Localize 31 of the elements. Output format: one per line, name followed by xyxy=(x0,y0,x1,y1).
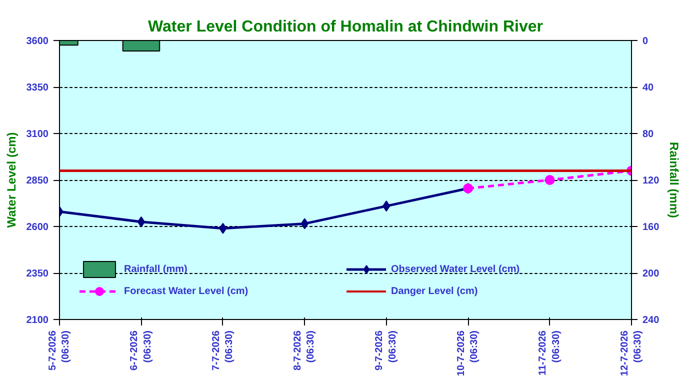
y2-tick-label: 200 xyxy=(642,268,660,280)
y-tick-label: 3100 xyxy=(26,129,49,140)
x-tick-label: 9-7-2026 (06:30) xyxy=(374,330,398,371)
legend-label: Observed Water Level (cm) xyxy=(391,264,521,274)
chart-title: Water Level Condition of Homalin at Chindwin River xyxy=(148,18,543,36)
y2-tick-label: 160 xyxy=(642,222,660,233)
legend-label: Forecast Water Level (cm) xyxy=(124,286,250,296)
y2-tick-label: 240 xyxy=(642,315,660,326)
x-tick-label: 10-7-2026 (06:30) xyxy=(456,330,480,376)
y2-tick-label: 0 xyxy=(642,36,648,47)
y-axis-title: Water Level (cm) xyxy=(4,132,18,228)
y-tick-label: 3600 xyxy=(26,36,49,47)
y-tick-label: 2850 xyxy=(26,176,49,186)
y-tick-label: 2100 xyxy=(26,315,49,326)
x-tick-label: 12-7-2026 (06:30) xyxy=(619,330,644,376)
x-tick-label: 8-7-2026 (06:30) xyxy=(292,330,317,371)
x-tick-label: 6-7-2026 (06:30) xyxy=(129,330,154,371)
x-tick-label: 5-7-2026 (06:30) xyxy=(47,330,72,371)
y-tick-label: 2600 xyxy=(26,222,49,233)
legend-label: Danger Level (cm) xyxy=(391,286,479,296)
y2-tick-label: 120 xyxy=(642,176,660,186)
y2-tick-label: 40 xyxy=(642,82,654,94)
point xyxy=(137,216,146,228)
point xyxy=(544,175,555,185)
x-tick-label: 7-7-2026 (06:30) xyxy=(210,330,236,371)
y2-tick-label: 80 xyxy=(642,129,654,140)
y-tick-label: 3350 xyxy=(26,82,49,94)
y-tick-label: 2350 xyxy=(26,268,49,280)
x-tick-label: 11-7-2026 (06:30) xyxy=(538,330,562,376)
y2-axis-title: Rainfall (mm) xyxy=(667,142,682,218)
legend-label: Rainfall (mm) xyxy=(124,264,188,274)
